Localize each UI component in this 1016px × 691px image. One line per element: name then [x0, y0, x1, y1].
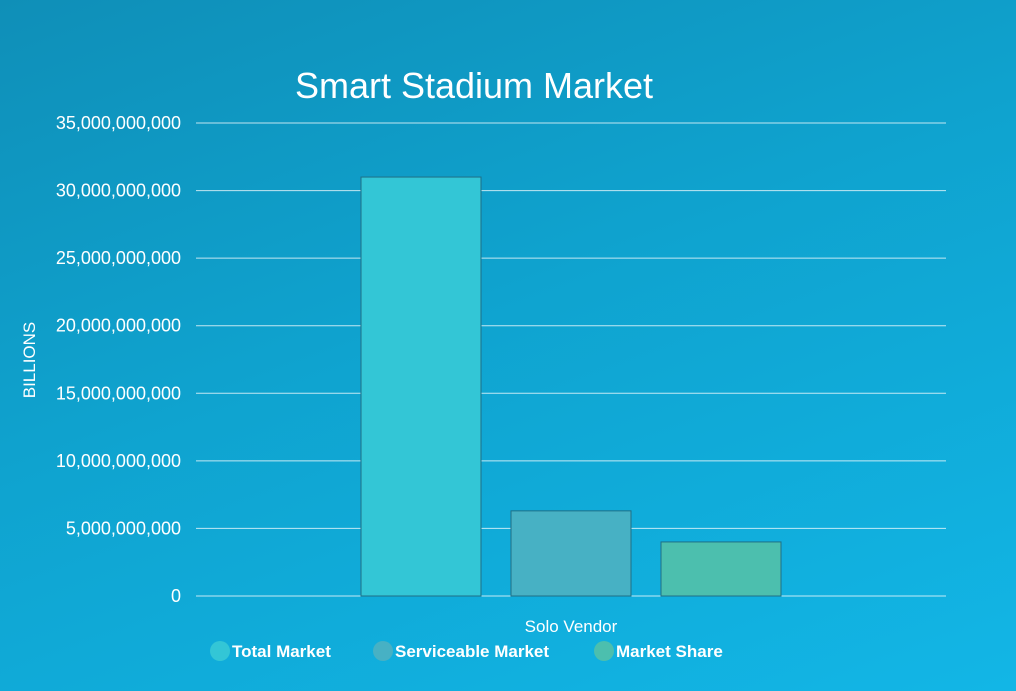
legend-swatch [210, 641, 230, 661]
legend-label: Serviceable Market [395, 642, 549, 661]
bar-serviceable-market [510, 510, 632, 597]
legend-item: Total Market [210, 641, 331, 661]
legend-item: Market Share [594, 641, 723, 661]
y-tick-label: 10,000,000,000 [56, 451, 181, 471]
legend-item: Serviceable Market [373, 641, 549, 661]
legend-swatch [373, 641, 393, 661]
legend-swatch [594, 641, 614, 661]
bars [360, 176, 782, 597]
legend: Total Market Serviceable Market Market Sha… [210, 641, 723, 661]
y-tick-label: 30,000,000,000 [56, 181, 181, 201]
bar-total-market [360, 176, 482, 597]
legend-label: Total Market [232, 642, 331, 661]
y-tick-label: 15,000,000,000 [56, 383, 181, 403]
y-axis-label: BILLIONS [20, 322, 39, 399]
legend-label: Market Share [616, 642, 723, 661]
gridlines [196, 122, 946, 597]
y-tick-label: 35,000,000,000 [56, 113, 181, 133]
y-tick-label: 5,000,000,000 [66, 518, 181, 538]
y-tick-label: 20,000,000,000 [56, 316, 181, 336]
chart-title: Smart Stadium Market [295, 65, 653, 106]
y-tick-label: 0 [171, 586, 181, 606]
y-axis-ticks: 0 5,000,000,000 10,000,000,000 15,000,000,0… [56, 113, 181, 606]
x-axis-categories: Solo Vendor [525, 617, 618, 636]
x-category-label: Solo Vendor [525, 617, 618, 636]
bar-market-share [660, 541, 782, 597]
y-tick-label: 25,000,000,000 [56, 248, 181, 268]
